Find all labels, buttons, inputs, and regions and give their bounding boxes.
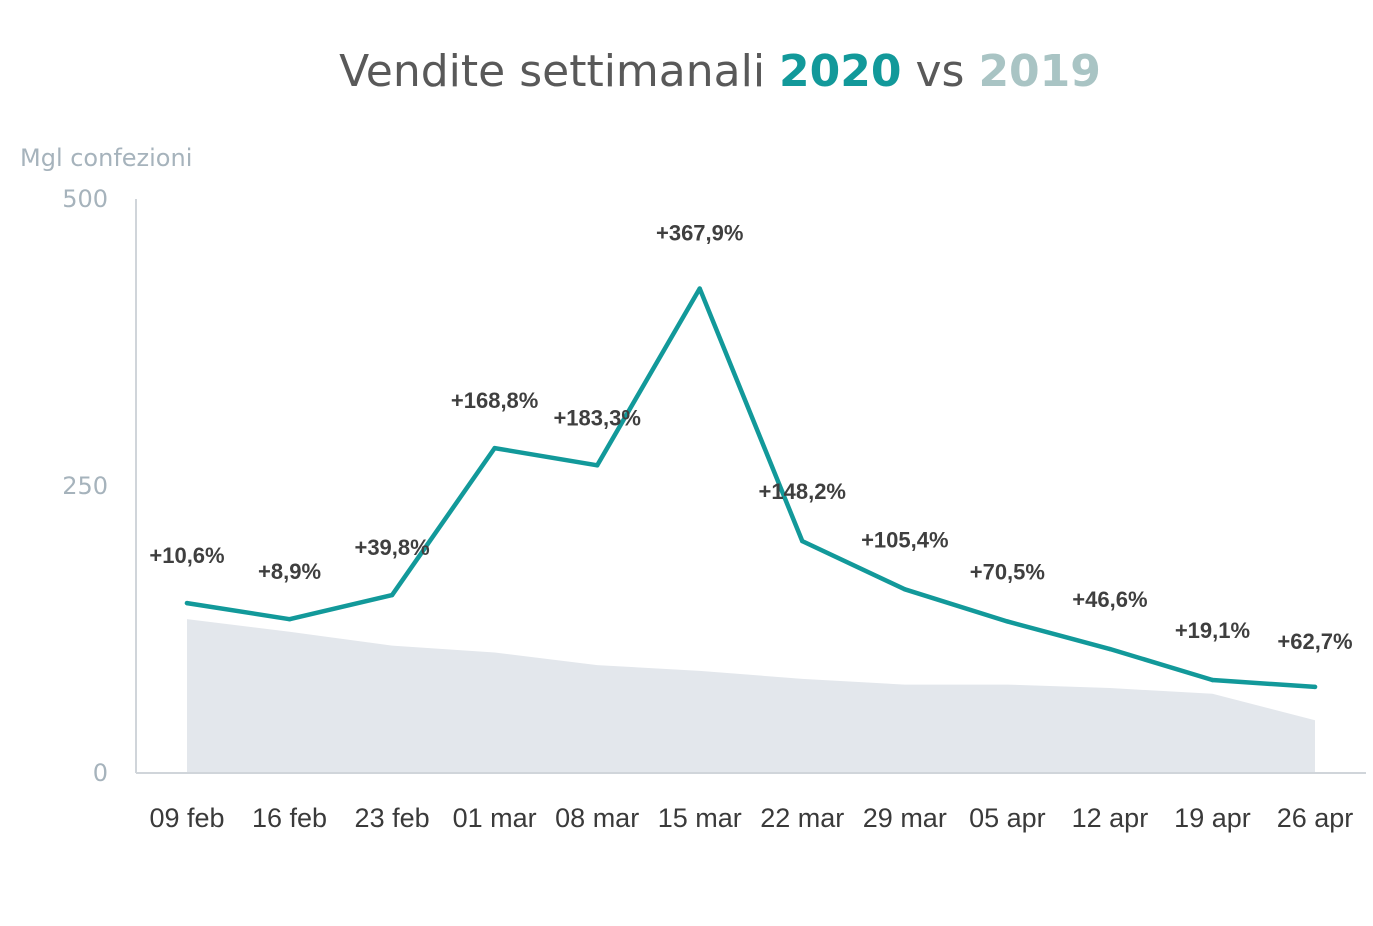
x-tick-label: 22 mar xyxy=(760,803,844,833)
series-2020-point xyxy=(902,587,908,592)
x-tick-label: 09 feb xyxy=(149,803,224,833)
x-tick-label: 15 mar xyxy=(658,803,742,833)
data-label: +70,5% xyxy=(970,559,1045,584)
title-part-2019: 2019 xyxy=(978,46,1100,97)
x-tick-label: 05 apr xyxy=(969,803,1046,833)
x-tick-label: 26 apr xyxy=(1277,803,1354,833)
series-2020-point xyxy=(594,463,600,468)
series-2020-point xyxy=(492,445,497,451)
x-tick-label: 16 feb xyxy=(252,803,327,833)
title-part-2020: 2020 xyxy=(779,46,901,97)
y-tick-label: 500 xyxy=(62,185,108,213)
series-2020-point xyxy=(800,538,805,544)
data-label: +10,6% xyxy=(149,543,224,568)
y-axis-unit-label: Mgl confezioni xyxy=(20,144,192,172)
x-tick-label: 19 apr xyxy=(1174,803,1251,833)
title-part-vs: vs xyxy=(902,46,979,97)
data-label: +46,6% xyxy=(1072,587,1147,612)
x-tick-label: 29 mar xyxy=(863,803,947,833)
data-label: +148,2% xyxy=(759,479,846,504)
series-2020-line xyxy=(184,286,1318,690)
y-tick-label: 0 xyxy=(93,759,108,787)
series-2020-point xyxy=(1210,677,1215,683)
series-2020-point xyxy=(697,286,702,291)
title-part-main: Vendite settimanali xyxy=(339,46,779,97)
plot-area: 0 250 500 09 feb 16 feb 23 feb 01 mar 08 mar 15 … xyxy=(62,185,1366,833)
series-2019-area xyxy=(187,619,1315,773)
data-label: +168,8% xyxy=(451,388,538,413)
data-label: +39,8% xyxy=(354,535,429,560)
data-label: +367,9% xyxy=(656,221,743,246)
data-label: +62,7% xyxy=(1277,629,1352,654)
series-2020-point xyxy=(1107,646,1113,652)
x-tick-label: 23 feb xyxy=(355,803,430,833)
series-2020-point xyxy=(389,592,395,598)
series-2020-point xyxy=(287,616,292,622)
data-label: +105,4% xyxy=(861,527,948,552)
series-2020-point xyxy=(1312,684,1318,690)
chart-title: Vendite settimanali 2020 vs 2019 xyxy=(339,46,1101,97)
x-tick-label: 12 apr xyxy=(1072,803,1149,833)
series-2020-point xyxy=(184,600,190,606)
data-label: +183,3% xyxy=(553,405,640,430)
data-label: +8,9% xyxy=(258,559,321,584)
x-tick-label: 01 mar xyxy=(453,803,537,833)
y-tick-label: 250 xyxy=(62,472,108,500)
data-label: +19,1% xyxy=(1175,618,1250,643)
series-2020-point xyxy=(1005,619,1010,624)
x-tick-label: 08 mar xyxy=(555,803,639,833)
